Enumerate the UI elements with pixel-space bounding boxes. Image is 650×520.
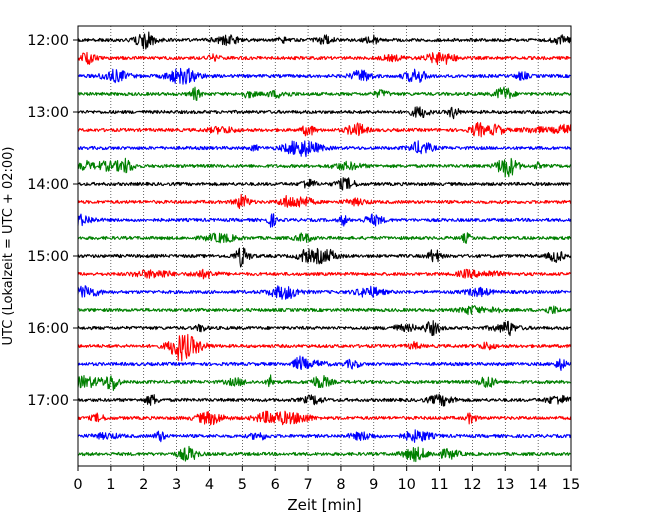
- trace-1415: [77, 193, 572, 210]
- trace-1345: [77, 157, 572, 178]
- trace-1445: [77, 232, 572, 244]
- x-tick-label: 5: [238, 477, 247, 493]
- trace-1615: [77, 333, 572, 362]
- plot-frame: [77, 25, 572, 467]
- x-tick-label: 6: [271, 477, 280, 493]
- y-tick-label: 17:00: [27, 393, 69, 409]
- trace-1745: [77, 445, 571, 463]
- trace-1200: [77, 31, 572, 50]
- x-tick-label: 10: [397, 477, 415, 493]
- x-tick-label: 3: [172, 477, 181, 493]
- trace-1430: [77, 213, 572, 228]
- trace-1545: [77, 304, 572, 316]
- x-tick-label: 8: [336, 477, 345, 493]
- y-tick-label: 13:00: [27, 105, 69, 121]
- x-tick-label: 4: [205, 477, 214, 493]
- trace-1730: [77, 429, 572, 443]
- trace-1400: [77, 177, 571, 191]
- x-tick-label: 11: [430, 477, 448, 493]
- x-tick-label: 13: [496, 477, 514, 493]
- x-tick-label: 15: [562, 477, 580, 493]
- x-tick-label: 1: [106, 477, 115, 493]
- trace-1300: [77, 106, 572, 120]
- trace-1515: [77, 268, 572, 280]
- y-tick-label: 12:00: [27, 33, 69, 49]
- trace-1715: [77, 410, 572, 426]
- y-tick-label: 14:00: [27, 177, 69, 193]
- x-tick-label: 12: [463, 477, 481, 493]
- y-tick-label: 16:00: [27, 321, 69, 337]
- trace-1500: [77, 247, 572, 268]
- trace-1645: [77, 374, 571, 391]
- trace-group: [77, 31, 572, 463]
- trace-1530: [77, 285, 572, 300]
- grid-lines: [110, 26, 539, 466]
- trace-1600: [77, 320, 572, 337]
- x-tick-label: 9: [369, 477, 378, 493]
- x-axis: 0 1 2 3 4 5 6 7 8 9 10 11 12 13 14 15: [73, 466, 580, 493]
- y-axis: 12:00 13:00 14:00 15:00 16:00 17:00: [27, 33, 78, 409]
- x-tick-label: 7: [303, 477, 312, 493]
- y-axis-label: UTC (Lokalzeit = UTC + 02:00): [1, 147, 16, 346]
- trace-1700: [77, 393, 572, 407]
- trace-1630: [77, 355, 572, 371]
- trace-1230: [77, 67, 571, 85]
- trace-1215: [77, 51, 571, 66]
- x-tick-label: 0: [73, 477, 82, 493]
- x-tick-label: 2: [139, 477, 148, 493]
- y-tick-label: 15:00: [27, 249, 69, 265]
- trace-1330: [77, 140, 572, 158]
- x-tick-label: 14: [529, 477, 547, 493]
- x-axis-label: Zeit [min]: [287, 496, 361, 514]
- trace-1245: [77, 86, 572, 101]
- trace-1315: [77, 121, 572, 138]
